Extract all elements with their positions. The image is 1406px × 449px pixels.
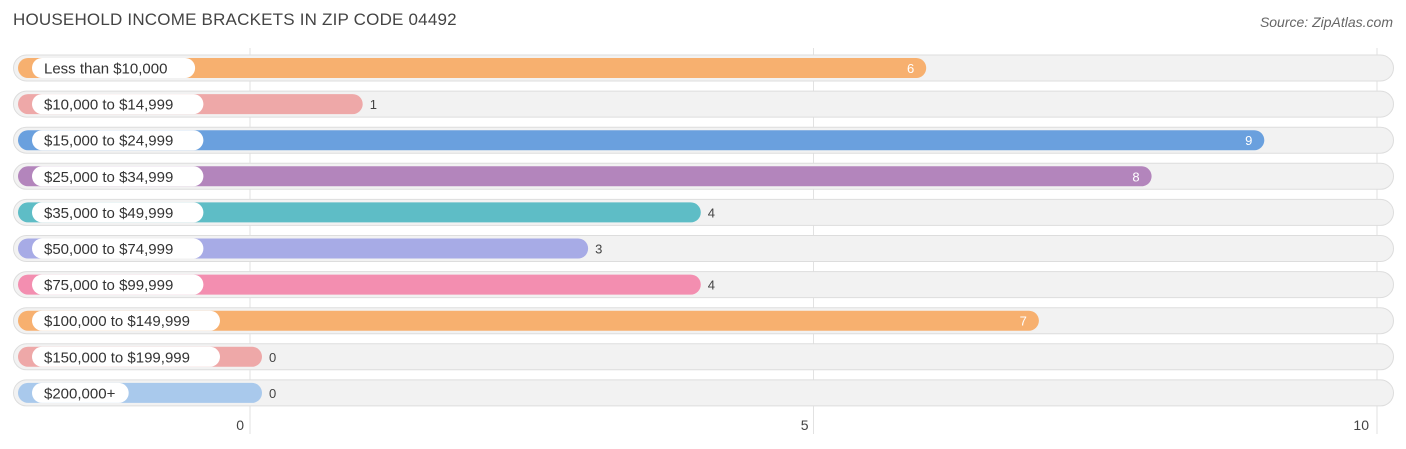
category-label: $200,000+ bbox=[44, 385, 116, 402]
bar-row: $100,000 to $149,999 7 bbox=[13, 307, 1394, 335]
value-label: 4 bbox=[708, 205, 715, 220]
row-background bbox=[13, 379, 1394, 407]
category-label: $150,000 to $199,999 bbox=[44, 349, 190, 366]
value-label: 9 bbox=[1245, 133, 1252, 148]
row-background bbox=[13, 343, 1394, 371]
chart-title: HOUSEHOLD INCOME BRACKETS IN ZIP CODE 04… bbox=[13, 10, 457, 29]
category-label-pill bbox=[32, 58, 196, 78]
bar-row: $10,000 to $14,999 1 bbox=[13, 90, 1394, 118]
value-label: 8 bbox=[1132, 169, 1139, 184]
value-label: 7 bbox=[1020, 314, 1027, 329]
value-label: 4 bbox=[708, 278, 715, 293]
category-label-pill bbox=[32, 166, 204, 187]
bar-row: Less than $10,000 6 bbox=[13, 54, 1394, 82]
x-tick-label: 0 bbox=[236, 417, 244, 433]
value-label: 1 bbox=[370, 97, 377, 112]
bar-row: $15,000 to $24,999 9 bbox=[13, 126, 1394, 154]
bar bbox=[18, 58, 927, 78]
chart-source: Source: ZipAtlas.com bbox=[1259, 14, 1393, 30]
category-label: $75,000 to $99,999 bbox=[44, 277, 173, 294]
value-label: 0 bbox=[269, 350, 276, 365]
bar bbox=[18, 166, 1152, 187]
category-label: $100,000 to $149,999 bbox=[44, 313, 190, 330]
category-label: $15,000 to $24,999 bbox=[44, 133, 173, 150]
category-label-pill bbox=[32, 274, 204, 295]
category-label-pill bbox=[32, 130, 204, 151]
value-label: 0 bbox=[269, 386, 276, 401]
bar-row: $75,000 to $99,999 4 bbox=[13, 271, 1394, 299]
category-label-pill bbox=[32, 310, 220, 331]
category-label-pill bbox=[32, 346, 220, 367]
bar-row: $35,000 to $49,999 4 bbox=[13, 198, 1394, 226]
category-label: $10,000 to $14,999 bbox=[44, 97, 173, 114]
value-label: 3 bbox=[595, 242, 602, 257]
category-label: Less than $10,000 bbox=[44, 61, 167, 78]
category-label-pill bbox=[32, 382, 129, 403]
bar bbox=[18, 310, 1039, 331]
bar bbox=[18, 130, 1265, 151]
bar-row: $200,000+ 0 bbox=[13, 379, 1394, 407]
value-label: 6 bbox=[907, 61, 914, 76]
bar-row: $25,000 to $34,999 8 bbox=[13, 162, 1394, 190]
x-tick-label: 10 bbox=[1353, 417, 1369, 433]
category-label: $25,000 to $34,999 bbox=[44, 169, 173, 186]
x-tick-label: 5 bbox=[801, 417, 809, 433]
category-label: $50,000 to $74,999 bbox=[44, 241, 173, 258]
bar-row: $150,000 to $199,999 0 bbox=[13, 343, 1394, 371]
category-label: $35,000 to $49,999 bbox=[44, 205, 173, 222]
category-label-pill bbox=[32, 94, 204, 115]
category-label-pill bbox=[32, 202, 204, 223]
bar-row: $50,000 to $74,999 3 bbox=[13, 235, 1394, 262]
category-label-pill bbox=[32, 238, 204, 259]
